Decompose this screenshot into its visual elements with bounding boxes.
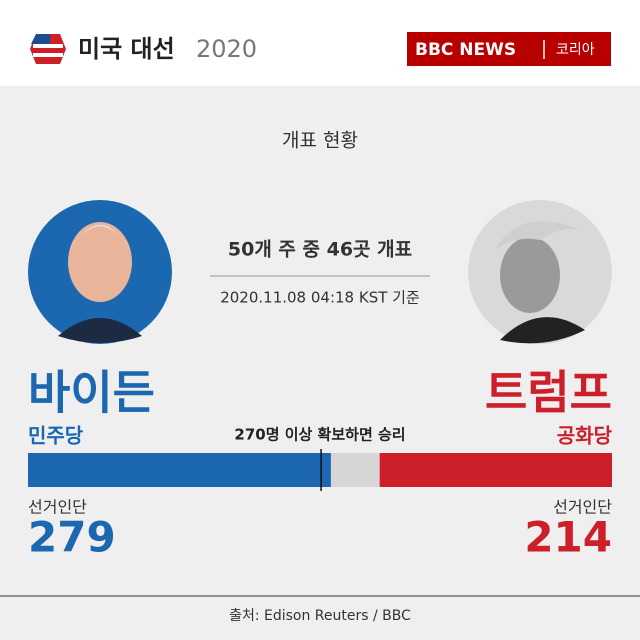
threshold-label: 270명 이상 확보하면 승리 — [234, 426, 405, 444]
brand-box — [407, 32, 611, 66]
candidate-name: 트럼프 — [485, 366, 612, 420]
party-name: 공화당 — [557, 424, 613, 448]
value-label: 선거인단 — [28, 498, 87, 517]
header-year: 2020 — [196, 35, 257, 63]
bar — [28, 453, 331, 487]
value: 214 — [524, 513, 612, 562]
bar — [379, 453, 612, 487]
chart-title: 개표 현황 — [282, 130, 358, 152]
brand: BBC NEWS — [415, 40, 516, 60]
portrait-right — [468, 200, 612, 344]
value-label: 선거인단 — [553, 498, 612, 517]
brand-edition: 코리아 — [556, 42, 595, 58]
party-name: 민주당 — [28, 424, 84, 448]
value: 279 — [28, 513, 116, 562]
timestamp: 2020.11.08 04:18 KST 기준 — [220, 289, 420, 307]
candidate-name: 바이든 — [28, 366, 155, 420]
source: 출처: Edison Reuters / BBC — [229, 608, 411, 624]
header-title: 미국 대선 — [78, 35, 175, 63]
flag-icon — [30, 34, 66, 64]
subtitle: 50개 주 중 46곳 개표 — [228, 239, 412, 261]
portrait-left — [28, 200, 172, 344]
